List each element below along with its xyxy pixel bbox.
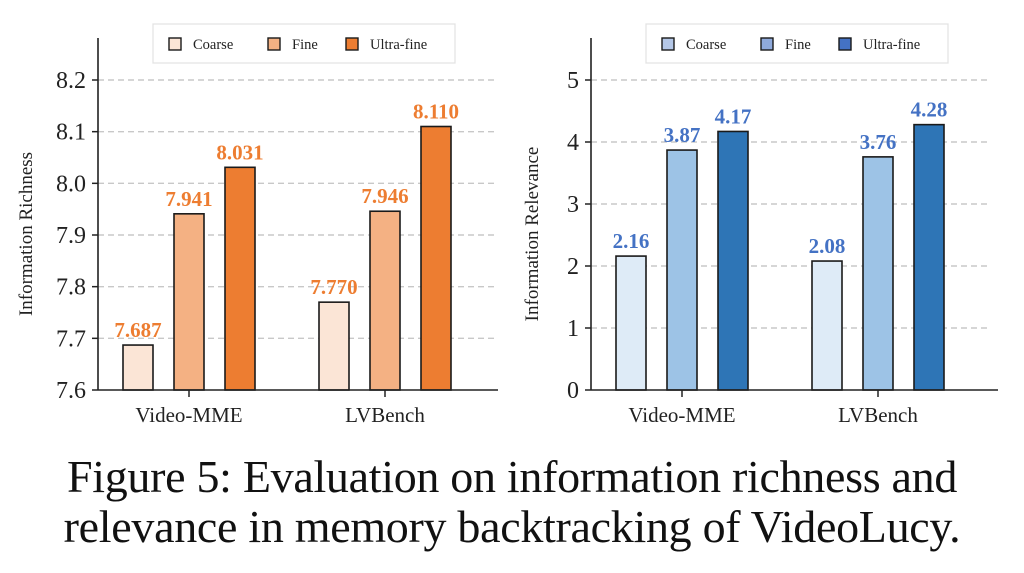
richness-bar-fine-lvbench (369, 210, 401, 391)
richness-data-label: 7.770 (310, 275, 357, 299)
richness-data-label: 8.110 (413, 100, 459, 124)
caption-line-2: relevance in memory backtracking of Vide… (63, 501, 961, 552)
richness-ytick-label: 7.8 (56, 275, 86, 301)
relevance-xtick-label: Video-MME (628, 403, 735, 427)
richness-ytick-label: 7.7 (56, 326, 86, 352)
richness-data-label: 7.941 (165, 187, 212, 211)
relevance-data-label: 3.87 (664, 123, 701, 147)
richness-data-label: 7.687 (114, 318, 161, 342)
relevance-bar-ultra-fine-video-mme (717, 130, 749, 391)
richness-legend-swatch-fine (267, 37, 281, 51)
richness-bar-coarse-video-mme (122, 344, 154, 391)
richness-data-label: 7.946 (361, 184, 408, 208)
richness-data-label: 8.031 (216, 140, 263, 164)
relevance-data-label: 4.17 (715, 104, 752, 128)
richness-ylabel: Information Richness (16, 152, 37, 316)
relevance-ytick-label: 0 (567, 378, 579, 404)
relevance-data-label: 4.28 (911, 98, 948, 122)
relevance-bar-coarse-lvbench (811, 260, 843, 391)
relevance-ylabel: Information Relevance (522, 147, 543, 322)
relevance-data-label: 2.16 (613, 229, 650, 253)
relevance-legend-label: Ultra-fine (863, 37, 920, 53)
richness-xtick-label: Video-MME (135, 403, 242, 427)
relevance-legend-swatch-fine (760, 37, 774, 51)
richness-bar-coarse-lvbench (318, 301, 350, 391)
relevance-legend-swatch-coarse (661, 37, 675, 51)
relevance-ytick-label: 3 (567, 192, 579, 218)
richness-ytick-label: 8.1 (56, 120, 86, 146)
richness-ytick-label: 8.0 (56, 171, 86, 197)
relevance-legend-swatch-ultra-fine (838, 37, 852, 51)
richness-xtick-label: LVBench (345, 403, 425, 427)
richness-legend-label: Ultra-fine (370, 37, 427, 53)
caption-line-1: Figure 5: Evaluation on information rich… (66, 451, 958, 502)
relevance-data-label: 2.08 (809, 234, 846, 258)
relevance-ytick-label: 5 (567, 68, 579, 94)
figure-caption: Figure 5: Evaluation on information rich… (0, 452, 1024, 552)
relevance-xtick-label: LVBench (838, 403, 918, 427)
relevance-bar-fine-lvbench (862, 156, 894, 391)
richness-ytick-label: 7.6 (56, 378, 86, 404)
richness-bar-ultra-fine-lvbench (420, 125, 452, 391)
relevance-bar-coarse-video-mme (615, 255, 647, 391)
relevance-bar-ultra-fine-lvbench (913, 123, 945, 391)
richness-bar-fine-video-mme (173, 213, 205, 391)
richness-ytick-label: 8.2 (56, 68, 86, 94)
richness-legend-swatch-ultra-fine (345, 37, 359, 51)
relevance-ytick-label: 1 (567, 316, 579, 342)
richness-bar-ultra-fine-video-mme (224, 166, 256, 391)
richness-ytick-label: 7.9 (56, 223, 86, 249)
relevance-legend (645, 23, 949, 64)
relevance-legend-label: Coarse (686, 37, 726, 53)
relevance-legend-label: Fine (785, 37, 811, 53)
relevance-ytick-label: 4 (567, 130, 579, 156)
richness-legend-swatch-coarse (168, 37, 182, 51)
relevance-data-label: 3.76 (860, 130, 897, 154)
richness-legend-label: Fine (292, 37, 318, 53)
relevance-ytick-label: 2 (567, 254, 579, 280)
richness-legend-label: Coarse (193, 37, 233, 53)
richness-legend (152, 23, 456, 64)
relevance-bar-fine-video-mme (666, 149, 698, 391)
